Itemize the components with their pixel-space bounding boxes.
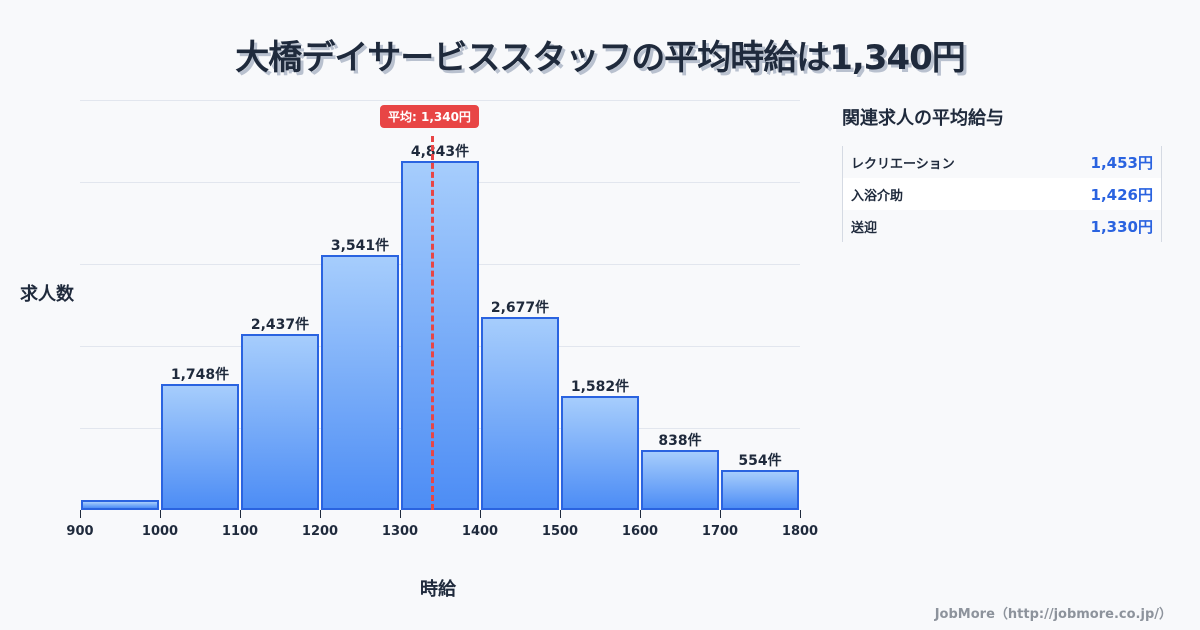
histogram-plot: 1,748件 2,437件 3,541件 4,843件 2,677件 1,582件 838件…: [80, 100, 800, 510]
histogram-bar: [721, 470, 799, 510]
related-row: 入浴介助 1,426円: [843, 178, 1161, 210]
x-tick-label: 1700: [701, 524, 739, 539]
related-row-name: レクリエーション: [851, 156, 955, 172]
x-tick-label: 1600: [621, 524, 659, 539]
related-row-value: 1,453円: [1090, 153, 1153, 172]
related-row-value: 1,426円: [1090, 185, 1153, 204]
x-tick: [640, 510, 641, 518]
histogram-bar: [561, 396, 639, 510]
x-axis-label: 時給: [420, 579, 456, 600]
bar-value-label: 1,582件: [570, 379, 630, 395]
related-row-value: 1,330円: [1090, 217, 1153, 236]
average-badge: 平均: 1,340円: [380, 105, 479, 128]
bar-value-label: 554件: [738, 453, 782, 470]
histogram-bar: [241, 334, 319, 510]
x-tick: [800, 510, 801, 518]
bar-value-label: 3,541件: [330, 237, 390, 254]
gridline: [80, 100, 800, 101]
bar-value-label: 2,437件: [250, 317, 310, 334]
histogram-bar: [161, 384, 239, 510]
source-credit: JobMore（http://jobmore.co.jp/）: [934, 607, 1172, 622]
x-tick: [400, 510, 401, 518]
related-salary-title: 関連求人の平均給与: [842, 108, 1004, 129]
page-title: 大橋デイサービススタッフの平均時給は1,340円: [235, 38, 966, 78]
x-tick: [160, 510, 161, 518]
x-tick-label: 1400: [461, 524, 499, 539]
related-row: レクリエーション 1,453円: [843, 146, 1161, 178]
x-tick: [720, 510, 721, 518]
x-tick-label: 1800: [781, 524, 819, 539]
bar-value-label: 838件: [658, 432, 702, 449]
bar-value-label: 2,677件: [490, 300, 550, 317]
x-tick-label: 1300: [381, 524, 419, 539]
average-line: [431, 136, 434, 510]
bar-value-label: 1,748件: [170, 367, 230, 384]
related-row-name: 送迎: [851, 220, 878, 236]
bar-value-label: 4,843件: [410, 144, 470, 161]
x-tick-label: 1000: [141, 524, 179, 539]
histogram-bar: [641, 449, 719, 510]
x-tick: [560, 510, 561, 518]
related-row: 送迎 1,330円: [843, 210, 1161, 242]
x-tick: [320, 510, 321, 518]
x-tick: [480, 510, 481, 518]
y-axis-label: 求人数: [20, 284, 74, 305]
related-row-name: 入浴介助: [851, 188, 904, 204]
histogram-bar: [481, 317, 559, 510]
histogram-bar: [321, 254, 399, 510]
histogram-bar: [81, 499, 159, 510]
x-tick-label: 1500: [541, 524, 579, 539]
x-tick: [240, 510, 241, 518]
x-tick-label: 1100: [221, 524, 259, 539]
histogram-bar: [401, 161, 479, 510]
x-tick: [80, 510, 81, 518]
related-salary-table: レクリエーション 1,453円 入浴介助 1,426円 送迎 1,330円: [842, 146, 1162, 242]
x-tick-label: 1200: [301, 524, 339, 539]
x-tick-label: 900: [66, 524, 94, 539]
